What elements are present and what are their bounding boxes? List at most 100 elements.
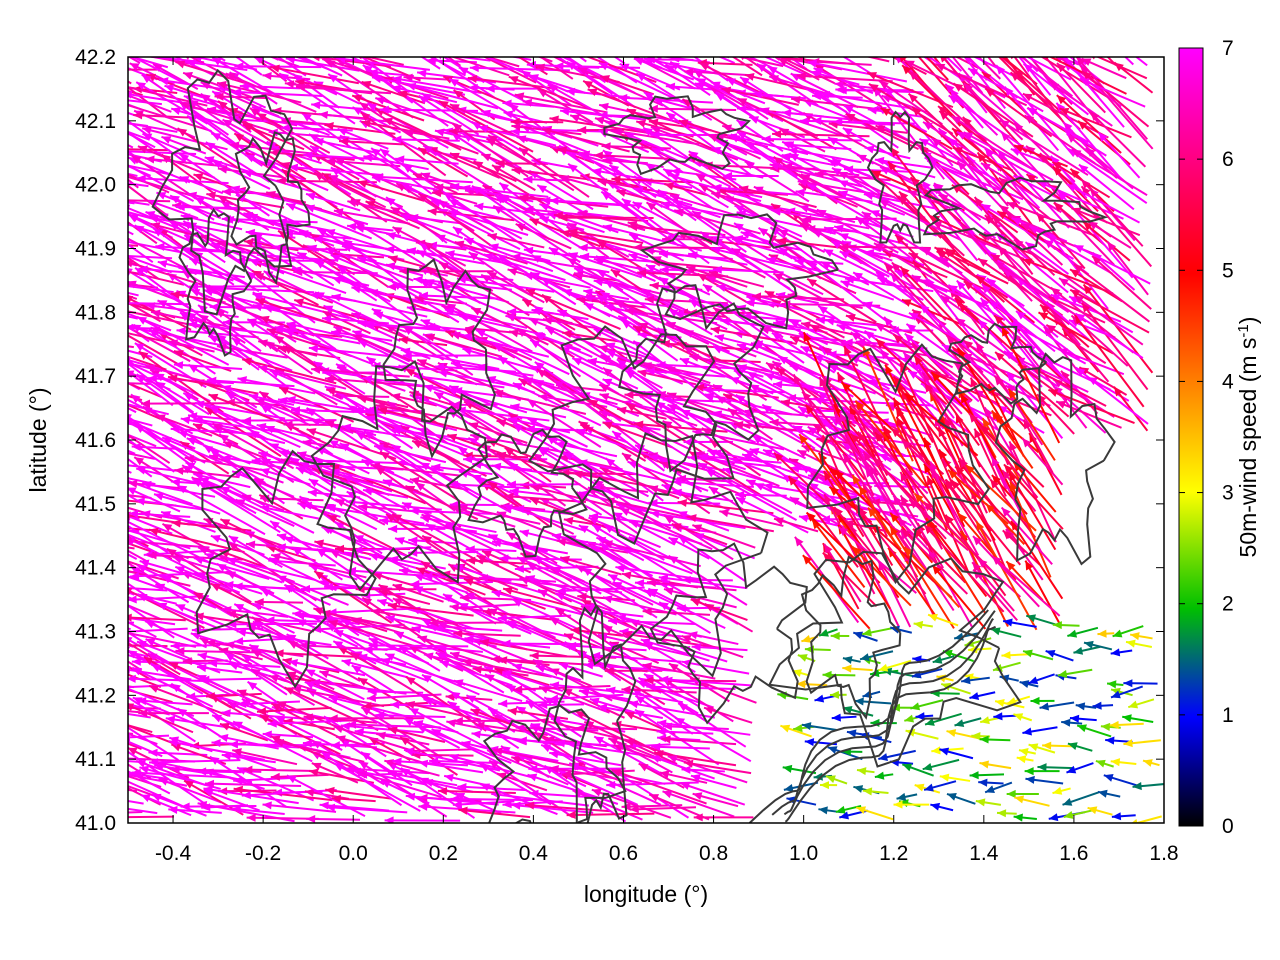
- wind-vector-head: [497, 613, 507, 623]
- wind-vector-head: [800, 346, 811, 354]
- wind-vector-head: [839, 242, 849, 251]
- wind-vector-head: [377, 407, 388, 415]
- wind-vector: [232, 749, 298, 766]
- wind-vector: [753, 185, 822, 217]
- wind-vector-head: [576, 295, 586, 304]
- wind-vector-head: [161, 136, 172, 144]
- wind-vector-head: [186, 437, 197, 446]
- wind-vector-head: [303, 43, 313, 51]
- wind-vector: [208, 454, 284, 484]
- wind-vector: [642, 663, 716, 680]
- wind-vector-head: [695, 174, 706, 183]
- wind-vector-head: [260, 588, 271, 597]
- wind-vector-head: [129, 572, 140, 581]
- wind-vector: [674, 716, 752, 763]
- wind-vector-head: [468, 437, 479, 446]
- wind-vector-head: [464, 237, 474, 246]
- wind-vector-head: [609, 164, 620, 174]
- wind-vector: [368, 290, 446, 307]
- wind-vector-head: [439, 262, 449, 271]
- wind-vector-head: [197, 664, 207, 673]
- wind-vector: [128, 815, 174, 819]
- wind-vector: [731, 237, 811, 263]
- wind-vector: [656, 721, 751, 736]
- wind-vector-head: [473, 161, 484, 170]
- wind-vector-head: [325, 786, 335, 795]
- wind-vector: [751, 295, 845, 301]
- wind-vector-head: [400, 182, 411, 191]
- wind-vector-head: [782, 109, 792, 118]
- wind-vector: [128, 164, 173, 176]
- wind-vector-head: [629, 234, 640, 242]
- wind-vector: [277, 247, 348, 251]
- wind-vector-head: [145, 638, 156, 647]
- wind-vector-head: [371, 148, 381, 157]
- wind-vector: [616, 615, 703, 638]
- wind-vector-head: [87, 149, 97, 158]
- wind-vector-head: [681, 635, 692, 643]
- wind-vector-head: [79, 356, 89, 364]
- wind-vector-head: [89, 144, 99, 152]
- wind-vector-head: [361, 119, 371, 128]
- wind-vector-head: [133, 111, 143, 120]
- wind-vector: [571, 357, 639, 390]
- wind-vector-head: [749, 384, 760, 393]
- wind-vector-head: [204, 156, 215, 164]
- wind-vector: [128, 362, 163, 373]
- wind-vector-head: [425, 333, 436, 342]
- wind-vector: [257, 365, 347, 390]
- wind-vector-head: [128, 666, 131, 675]
- wind-vector-head: [177, 708, 188, 717]
- wind-vector-head: [392, 281, 403, 291]
- wind-vector-head: [766, 362, 776, 371]
- wind-vector-head: [702, 416, 713, 425]
- wind-vector-head: [217, 80, 227, 89]
- wind-vector: [1055, 57, 1062, 64]
- wind-vector-head: [175, 60, 186, 69]
- wind-vector-head: [197, 800, 208, 809]
- wind-vector: [308, 478, 379, 520]
- wind-vector-head: [491, 589, 502, 598]
- wind-vector-head: [367, 687, 377, 696]
- wind-vector-head: [174, 466, 184, 475]
- wind-vector-head: [638, 763, 649, 772]
- wind-vector: [453, 632, 521, 637]
- wind-vector: [855, 341, 937, 359]
- wind-vector-head: [449, 753, 459, 762]
- wind-vector: [645, 264, 711, 296]
- wind-vector: [128, 653, 145, 662]
- wind-vector-head: [861, 211, 872, 221]
- wind-vector-head: [128, 747, 138, 756]
- wind-vector-head: [138, 265, 148, 274]
- wind-vector: [237, 700, 300, 706]
- wind-vector-head: [420, 462, 431, 471]
- wind-vector-head: [782, 162, 793, 171]
- wind-vector-head: [914, 18, 923, 28]
- wind-vector-head: [578, 243, 588, 252]
- wind-vector: [310, 57, 392, 68]
- wind-vector-head: [358, 677, 368, 686]
- wind-vector-head: [45, 243, 55, 251]
- wind-vector-head: [423, 384, 434, 393]
- wind-vector-head: [75, 25, 85, 33]
- wind-vector-head: [322, 311, 333, 319]
- wind-vector-head: [422, 674, 432, 683]
- wind-vector-head: [222, 119, 233, 128]
- wind-vector: [650, 755, 715, 780]
- wind-vector-head: [677, 498, 688, 508]
- wind-vector-head: [339, 443, 350, 452]
- wind-vector-head: [541, 744, 552, 753]
- wind-vector-head: [177, 430, 188, 439]
- wind-vector-head: [414, 573, 424, 582]
- wind-vector: [128, 760, 140, 763]
- wind-vector: [788, 57, 808, 71]
- wind-vector-head: [247, 681, 258, 691]
- wind-vector-head: [523, 246, 534, 255]
- wind-vector: [539, 57, 574, 80]
- wind-vector-head: [83, 708, 93, 716]
- wind-vector-head: [254, 597, 264, 607]
- wind-vector-head: [657, 30, 667, 37]
- wind-vector-head: [771, 207, 782, 216]
- wind-vector-head: [505, 312, 515, 322]
- wind-vector-head: [180, 101, 191, 110]
